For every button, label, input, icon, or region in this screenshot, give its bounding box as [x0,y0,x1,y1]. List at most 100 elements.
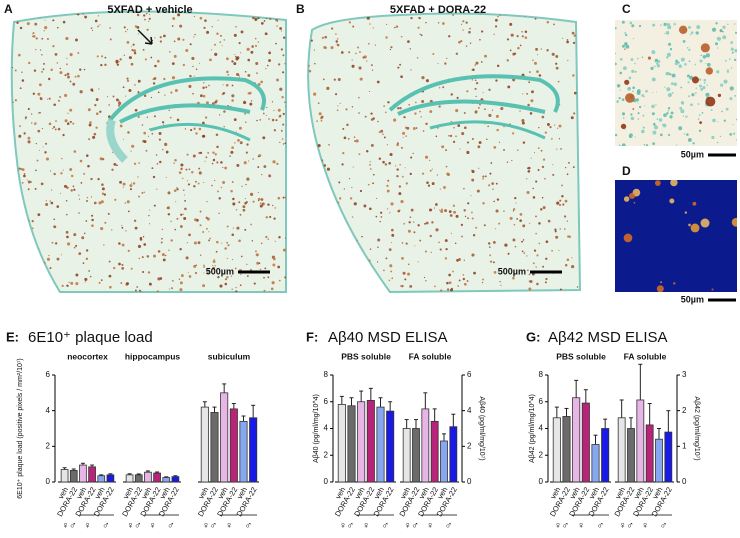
stain-dot [431,182,435,186]
stain-dot [32,35,36,38]
stain-dot [734,31,737,34]
stain-dot [519,219,522,223]
stain-dot [134,25,138,28]
stain-dot [366,16,370,20]
stain-dot [424,250,428,253]
stain-dot [716,47,719,49]
stain-dot [326,274,329,277]
stain-dot [87,108,91,112]
stain-dot [717,93,722,98]
stain-dot [471,169,475,174]
stain-dot [161,253,165,257]
stain-dot [546,20,550,24]
stain-dot [47,77,51,81]
stain-dot [579,49,580,53]
stain-dot [59,192,61,194]
stain-dot [463,112,466,114]
micrograph-c [615,20,737,146]
stain-dot [131,48,134,52]
stain-dot [263,289,266,292]
stain-dot [528,81,531,84]
stain-dot [493,33,495,36]
stain-dot [331,270,333,272]
stain-dot [137,176,139,178]
stain-dot [449,214,453,217]
stain-dot [150,96,153,99]
stain-dot [95,112,99,116]
stain-dot [230,150,234,154]
stain-dot [14,214,18,218]
stain-dot [646,144,649,146]
stain-dot [179,247,182,251]
stain-dot [193,185,196,188]
stain-dot [100,279,103,282]
panel-title: 5XFAD + DORA-22 [390,4,486,16]
stain-dot [328,194,330,196]
stain-dot [471,211,473,214]
stain-dot [241,185,243,187]
stain-dot [256,261,260,265]
stain-dot [268,174,272,178]
stain-dot [353,202,357,206]
stain-dot [153,204,156,207]
stain-dot [224,247,227,250]
stain-dot [172,17,176,20]
stain-dot [278,63,281,66]
stain-dot [55,120,57,122]
stain-dot [540,48,542,50]
stain-dot [706,84,709,86]
stain-dot [722,31,724,33]
stain-dot [138,289,141,292]
stain-dot [255,61,259,66]
stain-dot [110,38,112,40]
stain-dot [700,54,702,57]
stain-dot [311,288,315,292]
stain-dot [77,52,80,54]
stain-dot [353,136,356,138]
stain-dot [275,18,278,22]
sex-label: ♀♂ [554,521,569,532]
stain-dot [334,237,336,239]
stain-dot [690,223,700,233]
stain-dot [277,11,280,14]
stain-dot [471,169,473,171]
stain-dot [86,196,89,199]
stain-dot [85,154,89,157]
stain-dot [623,196,630,202]
stain-dot [507,252,510,255]
stain-dot [327,213,330,216]
stain-dot [407,40,410,43]
stain-dot [402,131,406,135]
stain-dot [440,208,443,211]
stain-dot [637,102,639,104]
stain-dot [206,30,210,34]
stain-dot [77,74,80,78]
stain-dot [636,91,641,95]
stain-dot [437,127,439,129]
stain-dot [189,43,192,46]
stain-dot [279,27,282,30]
stain-dot [448,135,450,137]
panel-label: C [622,2,631,16]
bar [366,400,375,483]
y-tick-label: 6 [539,397,544,406]
stain-dot [53,218,56,221]
stain-dot [358,66,362,70]
stain-dot [86,258,88,260]
stain-dot [386,184,389,187]
stain-dot [382,160,385,164]
stain-dot [39,49,42,51]
stain-dot [56,205,60,208]
stain-dot [252,158,254,160]
stain-dot [692,201,697,206]
stain-dot [50,189,53,191]
stain-dot [434,285,436,288]
stain-dot [88,270,90,272]
stain-dot [396,168,399,171]
stain-dot [407,272,411,276]
stain-dot [488,11,489,12]
stain-dot [561,195,564,198]
stain-dot [553,23,555,26]
stain-dot [630,116,635,121]
stain-dot [637,118,640,120]
